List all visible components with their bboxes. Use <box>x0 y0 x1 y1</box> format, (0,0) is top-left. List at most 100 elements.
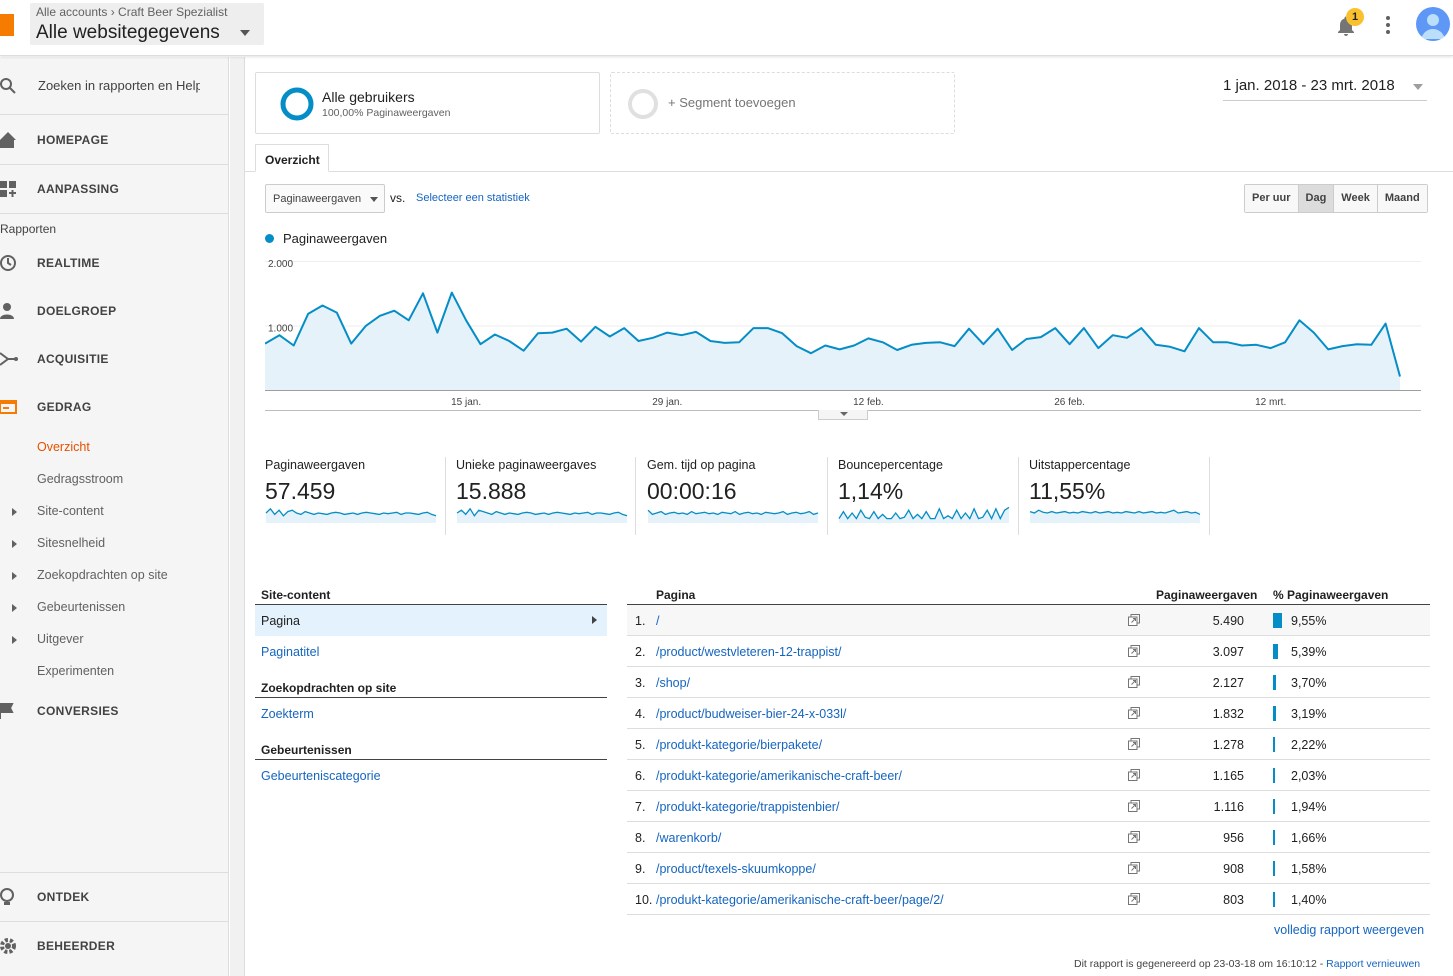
expand-arrow-icon <box>12 636 17 644</box>
open-in-new-icon[interactable] <box>1128 862 1140 874</box>
nav-site-speed[interactable]: Sitesnelheid <box>0 528 229 558</box>
kpi-divider <box>1018 457 1019 535</box>
row-rank: 1. <box>635 614 646 628</box>
kpi-bounce-rate[interactable]: Bouncepercentage 1,14% <box>838 457 1028 535</box>
kpi-pageviews[interactable]: Paginaweergaven 57.459 <box>265 457 455 535</box>
nav-audience[interactable]: DOELGROEP <box>0 287 229 335</box>
table-row[interactable]: 3. /shop/2.127 3,70% <box>627 667 1430 698</box>
search-input[interactable]: Zoeken in rapporten en Help <box>38 78 200 93</box>
row-pageviews: 2.127 <box>1212 676 1244 690</box>
open-in-new-icon[interactable] <box>1128 893 1140 905</box>
granularity-week[interactable]: Week <box>1334 185 1378 212</box>
metric-dropdown[interactable]: Paginaweergaven <box>265 184 385 213</box>
row-rank: 8. <box>635 831 646 845</box>
granularity-hour[interactable]: Per uur <box>1245 185 1299 212</box>
dimension-page-title[interactable]: Paginatitel <box>261 645 320 659</box>
row-page-link[interactable]: /product/westvleteren-12-trappist/ <box>656 645 842 659</box>
open-in-new-icon[interactable] <box>1128 831 1140 843</box>
sparkline <box>456 507 628 523</box>
dimension-page[interactable]: Pagina <box>255 605 607 636</box>
nav-behavior-flow[interactable]: Gedragsstroom <box>37 472 124 486</box>
open-in-new-icon[interactable] <box>1128 676 1140 688</box>
more-options-icon[interactable] <box>1380 13 1396 37</box>
table-row[interactable]: 9. /product/texels-skuumkoppe/908 1,58% <box>627 853 1430 884</box>
series-line <box>265 291 1401 377</box>
row-pageviews: 956 <box>1223 831 1244 845</box>
table-row[interactable]: 5. /produkt-kategorie/bierpakete/1.278 2,2… <box>627 729 1430 760</box>
table-row[interactable]: 2. /product/westvleteren-12-trappist/3.09… <box>627 636 1430 667</box>
refresh-report-link[interactable]: Rapport vernieuwen <box>1326 958 1421 970</box>
table-row[interactable]: 4. /product/budweiser-bier-24-x-033l/1.83… <box>627 698 1430 729</box>
kpi-exit-rate[interactable]: Uitstappercentage 11,55% <box>1029 457 1219 535</box>
row-page-link[interactable]: /warenkorb/ <box>656 831 722 845</box>
account-selector[interactable]: Alle accounts › Craft Beer Spezialist Al… <box>30 3 264 45</box>
tab-overview[interactable]: Overzicht <box>255 144 329 172</box>
kpi-avg-time-on-page[interactable]: Gem. tijd op pagina 00:00:16 <box>647 457 837 535</box>
pageviews-chart[interactable]: 2.000 1.000 15 jan. 29 jan. 12 feb. 26 feb. 12… <box>265 251 1421 411</box>
nav-discover[interactable]: ONTDEK <box>0 873 229 921</box>
site-content-heading: Site-content <box>261 588 331 602</box>
nav-realtime[interactable]: REALTIME <box>0 239 229 287</box>
row-page-link[interactable]: /produkt-kategorie/trappistenbier/ <box>656 800 840 814</box>
sparkline-line <box>647 509 819 516</box>
table-row[interactable]: 10./produkt-kategorie/amerikanische-craf… <box>627 884 1430 915</box>
open-in-new-icon[interactable] <box>1128 800 1140 812</box>
open-in-new-icon[interactable] <box>1128 707 1140 719</box>
nav-homepage[interactable]: HOMEPAGE <box>0 116 229 164</box>
nav-conversions[interactable]: CONVERSIES <box>0 687 229 735</box>
selected-arrow-icon <box>592 616 597 624</box>
row-page-link[interactable]: /produkt-kategorie/amerikanische-craft-b… <box>656 893 944 907</box>
nav-admin[interactable]: BEHEERDER <box>0 922 229 970</box>
nav-site-search[interactable]: Zoekopdrachten op site <box>0 560 229 590</box>
open-in-new-icon[interactable] <box>1128 769 1140 781</box>
sidebar-nav: Zoeken in rapporten en Help HOMEPAGE AAN… <box>0 57 229 976</box>
dimension-event-category[interactable]: Gebeurteniscategorie <box>261 769 381 783</box>
row-page-link[interactable]: /product/budweiser-bier-24-x-033l/ <box>656 707 847 721</box>
granularity-month[interactable]: Maand <box>1377 185 1427 212</box>
expand-arrow-icon <box>12 540 17 548</box>
chart-resize-handle[interactable] <box>818 410 868 420</box>
notification-badge: 1 <box>1346 8 1364 26</box>
row-pageviews: 1.832 <box>1212 707 1244 721</box>
view-full-report-link[interactable]: volledig rapport weergeven <box>1274 923 1425 937</box>
add-segment-button[interactable]: + Segment toevoegen <box>610 72 955 134</box>
analytics-logo-icon[interactable] <box>0 14 14 36</box>
table-row[interactable]: 7. /produkt-kategorie/trappistenbier/1.11… <box>627 791 1430 822</box>
row-pageviews: 1.116 <box>1213 800 1244 814</box>
row-pageviews-pct: 3,19% <box>1291 707 1327 721</box>
nav-customization[interactable]: AANPASSING <box>0 165 229 213</box>
segment-all-users[interactable]: Alle gebruikers 100,00% Paginaweergaven <box>255 72 600 134</box>
date-range-picker[interactable]: 1 jan. 2018 - 23 mrt. 2018 <box>1223 77 1427 101</box>
kpi-divider <box>635 457 636 535</box>
row-pageviews-pct: 9,55% <box>1291 614 1327 628</box>
open-in-new-icon[interactable] <box>1128 645 1140 657</box>
nav-acquisition[interactable]: ACQUISITIE <box>0 335 229 383</box>
open-in-new-icon[interactable] <box>1128 614 1140 626</box>
report-search[interactable]: Zoeken in rapporten en Help <box>0 57 229 115</box>
table-row[interactable]: 8. /warenkorb/956 1,66% <box>627 822 1430 853</box>
row-pageviews: 1.165 <box>1212 769 1244 783</box>
nav-events[interactable]: Gebeurtenissen <box>0 592 229 622</box>
nav-experiments[interactable]: Experimenten <box>37 664 115 678</box>
user-avatar[interactable] <box>1416 7 1450 41</box>
row-pageviews-pct: 1,66% <box>1291 831 1327 845</box>
row-pageviews: 1.278 <box>1212 738 1244 752</box>
nav-site-content[interactable]: Site-content <box>0 496 229 526</box>
row-page-link[interactable]: /produkt-kategorie/bierpakete/ <box>656 738 823 752</box>
kpi-unique-pageviews[interactable]: Unieke paginaweergaves 15.888 <box>456 457 646 535</box>
table-row[interactable]: 1. / 5.490 9,55% <box>627 605 1430 636</box>
row-page-link[interactable]: /produkt-kategorie/amerikanische-craft-b… <box>656 769 902 783</box>
row-page-link[interactable]: / <box>656 614 660 628</box>
table-row[interactable]: 6. /produkt-kategorie/amerikanische-craft… <box>627 760 1430 791</box>
open-in-new-icon[interactable] <box>1128 738 1140 750</box>
dimension-search-term[interactable]: Zoekterm <box>261 707 314 721</box>
nav-behavior-overview[interactable]: Overzicht <box>37 440 90 454</box>
sparkline-area <box>648 510 818 523</box>
row-page-link[interactable]: /shop/ <box>656 676 691 690</box>
row-page-link[interactable]: /product/texels-skuumkoppe/ <box>656 862 816 876</box>
select-comparison-metric[interactable]: Selecteer een statistiek <box>416 192 530 204</box>
nav-publisher[interactable]: Uitgever <box>0 624 229 654</box>
content-border <box>244 57 245 976</box>
nav-behavior[interactable]: GEDRAG <box>0 383 229 431</box>
granularity-day[interactable]: Dag <box>1298 185 1335 212</box>
